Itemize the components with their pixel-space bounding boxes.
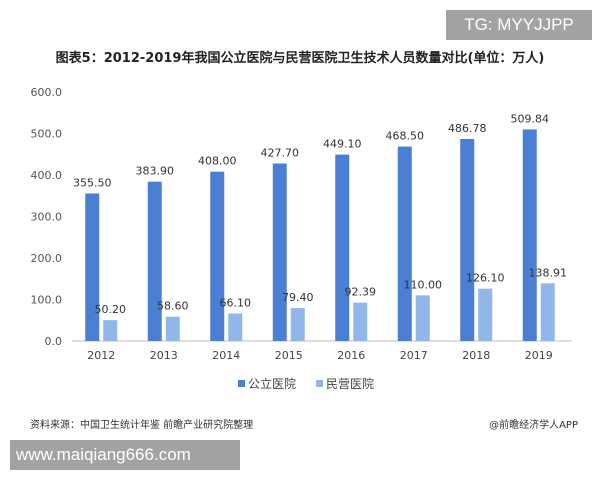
data-label: 383.90: [136, 165, 175, 178]
bar-private: [353, 302, 368, 341]
data-label: 427.70: [261, 147, 300, 160]
watermark-bottom: www.maiqiang666.com: [10, 440, 240, 470]
bar-public: [460, 138, 475, 341]
chart-title: 图表5：2012-2019年我国公立医院与民营医院卫生技术人员数量对比(单位：万…: [55, 51, 545, 66]
data-label: 408.00: [198, 155, 237, 168]
bar-public: [147, 181, 162, 341]
x-tick-label: 2019: [525, 349, 553, 362]
data-label: 449.10: [323, 138, 362, 151]
bar-public: [210, 171, 225, 341]
legend-label: 民营医院: [326, 377, 374, 391]
x-tick-label: 2012: [87, 349, 115, 362]
x-tick-label: 2013: [150, 349, 178, 362]
data-label: 79.40: [282, 291, 314, 304]
y-tick-label: 400.0: [31, 169, 63, 182]
bar-public: [397, 146, 412, 341]
y-tick-label: 500.0: [31, 128, 63, 141]
bar-public: [85, 193, 100, 341]
y-tick-label: 600.0: [31, 86, 63, 99]
x-tick-label: 2015: [275, 349, 303, 362]
bar-private: [165, 316, 180, 341]
data-label: 138.91: [529, 266, 568, 279]
y-tick-label: 200.0: [31, 252, 63, 265]
bar-private: [478, 288, 493, 341]
bar-public: [522, 129, 537, 341]
bar-public: [335, 154, 350, 341]
x-tick-label: 2014: [212, 349, 240, 362]
data-label: 355.50: [73, 176, 112, 189]
x-tick-label: 2017: [400, 349, 428, 362]
data-label: 509.84: [511, 112, 550, 125]
data-label: 92.39: [345, 286, 377, 299]
y-tick-label: 300.0: [31, 211, 63, 224]
credit: @前瞻经济学人APP: [489, 420, 578, 431]
bar-private: [228, 313, 243, 341]
legend-label: 公立医院: [248, 376, 296, 391]
bar-private: [415, 295, 430, 341]
bar-private: [290, 308, 305, 341]
source-note: 资料来源：中国卫生统计年鉴 前瞻产业研究院整理: [30, 420, 254, 431]
data-label: 58.60: [157, 300, 189, 313]
y-tick-label: 100.0: [31, 294, 63, 307]
y-tick-label: 0.0: [45, 335, 63, 348]
x-tick-label: 2018: [462, 349, 490, 362]
bar-private: [540, 283, 555, 341]
x-tick-label: 2016: [337, 349, 365, 362]
watermark-top: TG: MYYJJPP: [446, 10, 592, 40]
data-label: 50.20: [95, 303, 127, 316]
data-label: 110.00: [404, 278, 443, 291]
legend-swatch: [238, 380, 245, 387]
data-label: 468.50: [386, 130, 425, 143]
bar-public: [272, 163, 287, 341]
data-label: 66.10: [220, 297, 252, 310]
bar-private: [103, 320, 118, 341]
data-label: 486.78: [448, 122, 487, 135]
legend-swatch: [316, 380, 323, 387]
data-label: 126.10: [466, 272, 505, 285]
